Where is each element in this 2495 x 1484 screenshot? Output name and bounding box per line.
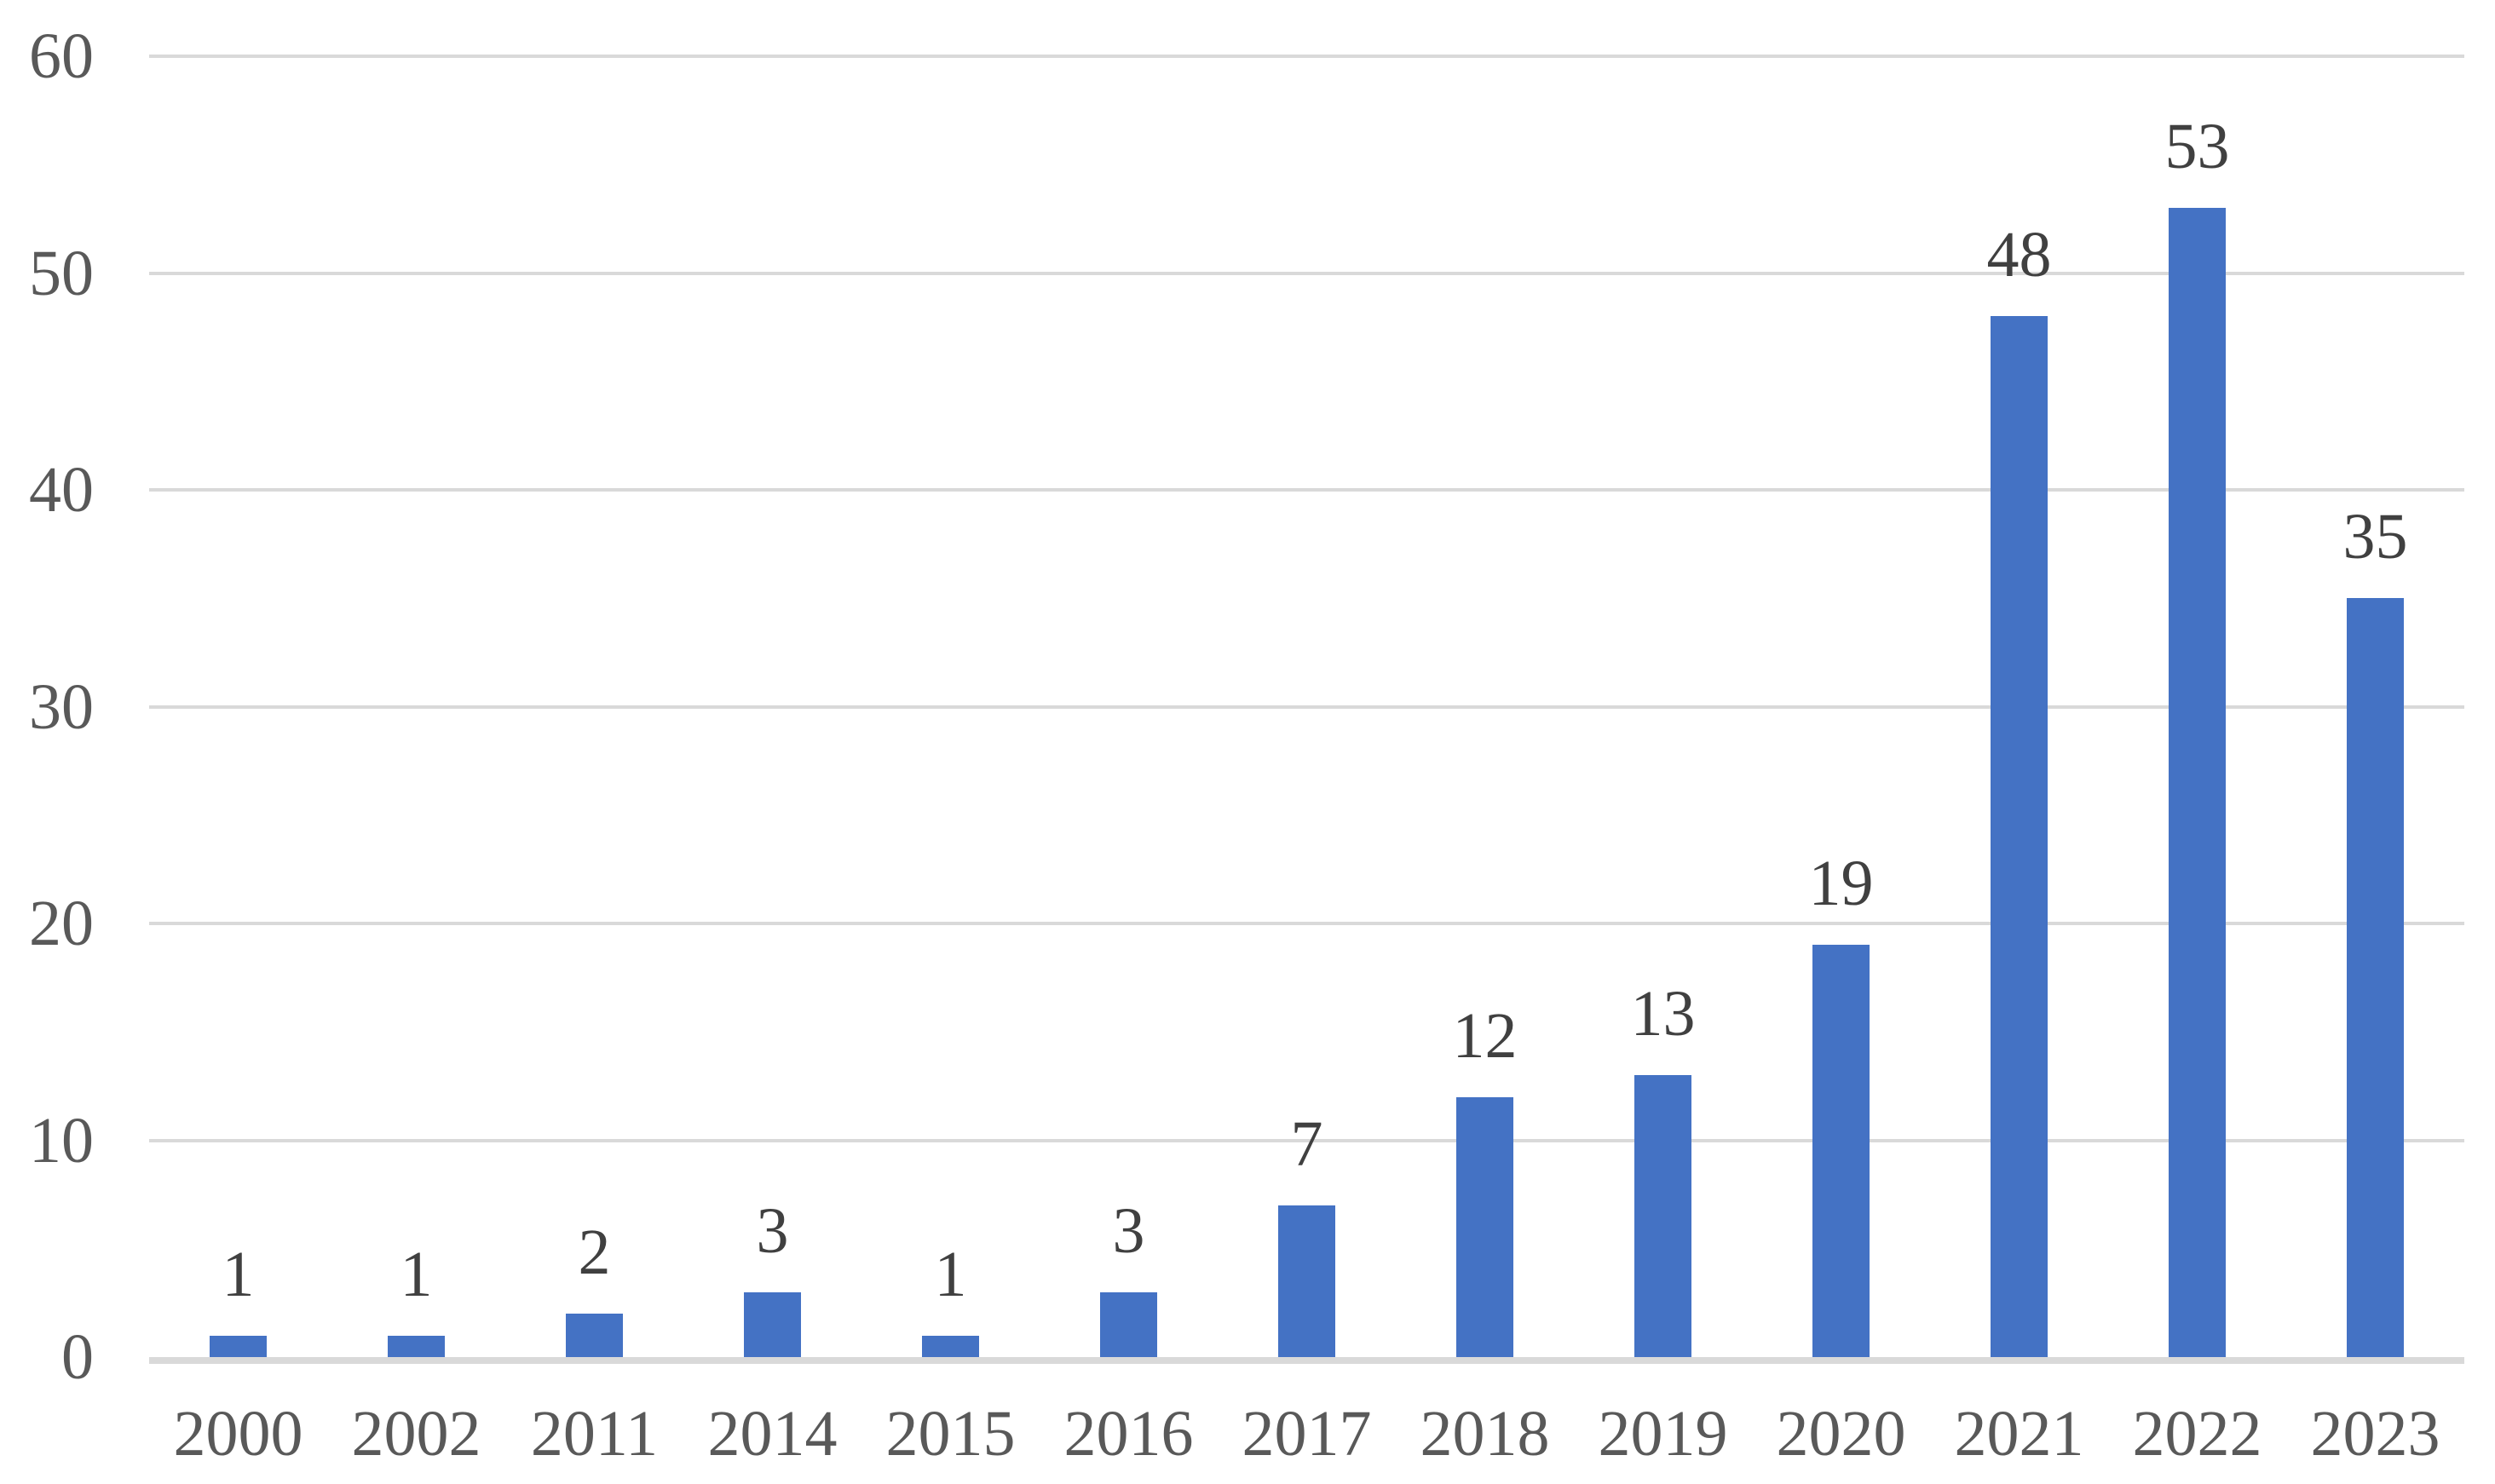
bar-value-label-2019: 13 (1630, 978, 1696, 1050)
x-tick-label-2011: 2011 (530, 1398, 659, 1470)
bar-value-label-2002: 1 (400, 1238, 433, 1310)
y-tick-label-30: 30 (29, 670, 94, 743)
x-tick-label-2020: 2020 (1776, 1398, 1906, 1470)
bar-value-label-2023: 35 (2342, 501, 2408, 573)
bar-value-label-2022: 53 (2164, 111, 2230, 183)
bar-2023 (2347, 598, 2404, 1357)
x-axis-line (149, 1357, 2464, 1364)
y-tick-label-20: 20 (29, 888, 94, 959)
x-tick-label-2015: 2015 (885, 1398, 1016, 1470)
y-tick-label-40: 40 (29, 454, 94, 526)
y-tick-label-50: 50 (29, 237, 94, 309)
bar-2002 (388, 1335, 445, 1357)
bar-2022 (2169, 208, 2226, 1357)
bar-2021 (1991, 316, 2048, 1357)
bar-value-label-2015: 1 (934, 1238, 967, 1310)
bar-value-label-2021: 48 (1986, 219, 2052, 291)
bar-2000 (210, 1335, 267, 1357)
y-tick-label-10: 10 (29, 1104, 94, 1176)
x-tick-label-2000: 2000 (173, 1398, 303, 1470)
bar-2020 (1812, 945, 1870, 1357)
x-tick-label-2018: 2018 (1420, 1398, 1550, 1470)
x-tick-label-2022: 2022 (2132, 1398, 2262, 1470)
gridline-40 (149, 488, 2464, 492)
bar-value-label-2000: 1 (222, 1238, 255, 1310)
x-tick-label-2023: 2023 (2310, 1398, 2440, 1470)
x-tick-label-2019: 2019 (1598, 1398, 1728, 1470)
bar-2018 (1456, 1096, 1513, 1357)
bar-value-label-2014: 3 (756, 1194, 789, 1267)
gridline-20 (149, 922, 2464, 925)
bar-value-label-2018: 12 (1452, 999, 1518, 1072)
x-tick-label-2017: 2017 (1242, 1398, 1372, 1470)
x-tick-label-2002: 2002 (351, 1398, 481, 1470)
gridline-50 (149, 271, 2464, 275)
gridline-60 (149, 55, 2464, 58)
bar-2016 (1100, 1291, 1157, 1357)
y-tick-label-0: 0 (61, 1321, 94, 1393)
bar-value-label-2020: 19 (1808, 848, 1874, 920)
bar-2019 (1634, 1075, 1691, 1357)
plot-area: 1 1 2 3 1 3 7 12 13 19 48 53 35 (149, 55, 2464, 1364)
gridline-30 (149, 705, 2464, 709)
x-tick-label-2021: 2021 (1954, 1398, 2084, 1470)
bar-2017 (1278, 1205, 1335, 1357)
x-tick-label-2016: 2016 (1063, 1398, 1194, 1470)
bar-value-label-2016: 3 (1112, 1194, 1145, 1267)
bar-2011 (566, 1314, 623, 1357)
y-tick-label-60: 60 (29, 20, 94, 92)
bar-value-label-2011: 2 (578, 1217, 611, 1289)
bar-2014 (744, 1291, 801, 1357)
x-tick-label-2014: 2014 (707, 1398, 838, 1470)
bar-value-label-2017: 7 (1290, 1107, 1323, 1180)
bar-2015 (922, 1335, 979, 1357)
gridline-10 (149, 1138, 2464, 1142)
